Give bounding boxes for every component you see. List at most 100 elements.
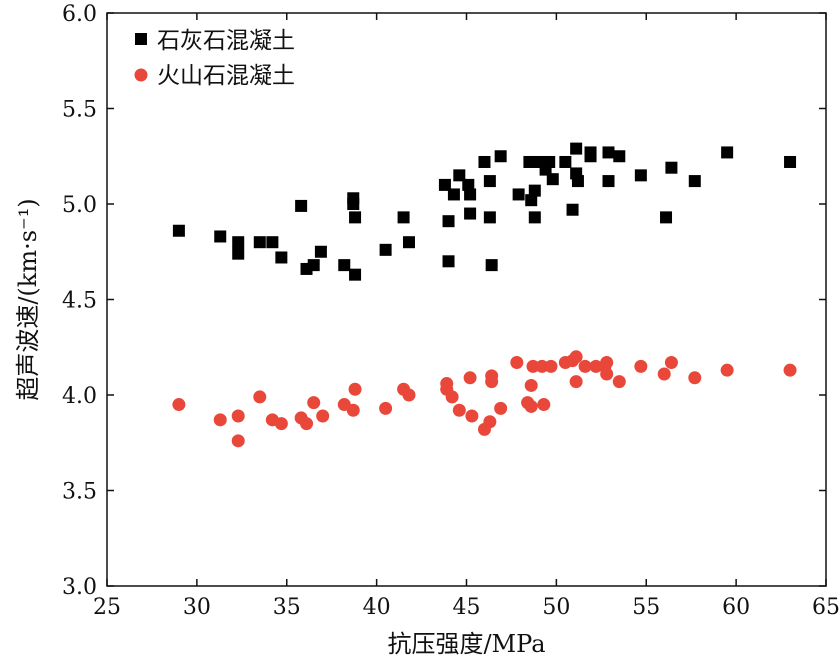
- data-point-volcanic: [544, 359, 558, 373]
- x-axis-label: 抗压强度/MPa: [387, 630, 545, 658]
- data-point-volcanic: [172, 398, 186, 412]
- x-tick-label: 55: [632, 595, 660, 620]
- data-point-limestone: [483, 175, 496, 188]
- data-point-limestone: [528, 211, 541, 224]
- data-point-limestone: [447, 188, 460, 201]
- data-point-limestone: [314, 245, 327, 258]
- data-point-limestone: [566, 203, 579, 216]
- data-point-limestone: [571, 175, 584, 188]
- legend-label-volcanic: 火山石混凝土: [157, 63, 295, 89]
- x-tick-label: 40: [363, 595, 391, 620]
- y-tick-label: 3.0: [62, 575, 97, 600]
- data-point-volcanic: [316, 409, 330, 423]
- x-tick-label: 25: [93, 595, 121, 620]
- data-point-volcanic: [720, 363, 734, 377]
- data-point-limestone: [349, 268, 362, 281]
- legend: 石灰石混凝土 火山石混凝土: [134, 28, 295, 89]
- x-tick-label: 30: [183, 595, 211, 620]
- data-point-volcanic: [494, 401, 508, 415]
- data-point-limestone: [442, 215, 455, 228]
- data-point-volcanic: [307, 396, 321, 410]
- data-point-limestone: [453, 169, 466, 182]
- data-point-limestone: [665, 161, 678, 174]
- data-point-volcanic: [274, 417, 288, 431]
- data-point-limestone: [438, 178, 451, 191]
- data-point-limestone: [266, 236, 279, 249]
- data-point-volcanic: [589, 359, 603, 373]
- data-point-volcanic: [346, 403, 360, 417]
- data-point-limestone: [525, 194, 538, 207]
- data-point-limestone: [462, 178, 475, 191]
- x-tick-label: 50: [542, 595, 570, 620]
- data-point-volcanic: [569, 375, 583, 389]
- data-point-limestone: [397, 211, 410, 224]
- data-point-limestone: [402, 236, 415, 249]
- data-point-limestone: [528, 184, 541, 197]
- y-tick-label: 5.0: [62, 193, 97, 218]
- data-point-limestone: [379, 243, 392, 256]
- legend-marker-volcanic: [134, 68, 148, 82]
- plot-frame: [106, 12, 827, 587]
- data-point-volcanic: [463, 371, 477, 385]
- legend-marker-limestone: [135, 33, 147, 45]
- data-point-limestone: [559, 155, 572, 168]
- data-point-limestone: [464, 207, 477, 220]
- data-point-volcanic: [402, 388, 416, 402]
- data-point-limestone: [232, 236, 245, 249]
- data-point-volcanic: [483, 415, 497, 429]
- data-point-limestone: [214, 230, 227, 243]
- data-point-volcanic: [578, 359, 592, 373]
- data-point-limestone: [660, 211, 673, 224]
- data-point-volcanic: [300, 417, 314, 431]
- data-point-volcanic: [537, 398, 551, 412]
- data-point-volcanic: [510, 356, 524, 370]
- data-point-limestone: [688, 175, 701, 188]
- data-point-limestone: [584, 146, 597, 159]
- y-tick-label: 4.5: [62, 289, 97, 314]
- data-point-limestone: [295, 199, 308, 212]
- data-point-volcanic: [231, 434, 245, 448]
- data-point-volcanic: [657, 367, 671, 381]
- data-point-limestone: [602, 146, 615, 159]
- data-point-limestone: [442, 255, 455, 268]
- x-tick-label: 65: [812, 595, 840, 620]
- data-point-limestone: [512, 188, 525, 201]
- data-point-volcanic: [452, 403, 466, 417]
- y-tick-label: 5.5: [62, 98, 97, 123]
- data-point-volcanic: [783, 363, 797, 377]
- data-point-limestone: [721, 146, 734, 159]
- data-point-limestone: [483, 211, 496, 224]
- data-point-volcanic: [253, 390, 267, 404]
- data-point-volcanic: [524, 399, 538, 413]
- x-tick-label: 45: [453, 595, 481, 620]
- data-point-volcanic: [348, 382, 362, 396]
- data-point-limestone: [494, 150, 507, 163]
- data-point-volcanic: [445, 390, 459, 404]
- data-point-volcanic: [526, 359, 540, 373]
- legend-label-limestone: 石灰石混凝土: [157, 28, 295, 54]
- data-point-limestone: [172, 224, 185, 237]
- data-point-limestone: [602, 175, 615, 188]
- x-tick-label: 60: [722, 595, 750, 620]
- data-point-volcanic: [465, 409, 479, 423]
- data-point-limestone: [275, 251, 288, 264]
- data-point-limestone: [634, 169, 647, 182]
- data-point-volcanic: [634, 359, 648, 373]
- data-point-volcanic: [612, 375, 626, 389]
- data-point-limestone: [784, 155, 797, 168]
- data-point-volcanic: [213, 413, 227, 427]
- data-point-limestone: [232, 247, 245, 260]
- data-point-limestone: [464, 188, 477, 201]
- y-tick-label: 6.0: [62, 2, 97, 27]
- data-point-volcanic: [688, 371, 702, 385]
- y-tick-label: 3.5: [62, 480, 97, 505]
- data-point-volcanic: [379, 401, 393, 415]
- y-axis-label: 超声波速/(km·s⁻¹): [14, 198, 42, 400]
- data-point-limestone: [570, 142, 583, 155]
- data-point-volcanic: [569, 350, 583, 364]
- data-point-limestone: [613, 150, 626, 163]
- data-point-limestone: [485, 259, 498, 272]
- data-point-volcanic: [600, 367, 614, 381]
- data-point-limestone: [347, 198, 360, 210]
